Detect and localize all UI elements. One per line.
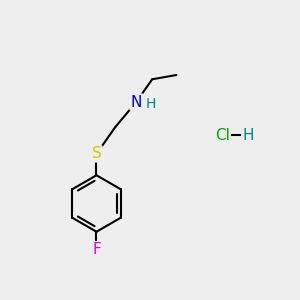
Text: Cl: Cl [215, 128, 230, 142]
Text: F: F [92, 242, 101, 257]
Text: H: H [145, 97, 156, 110]
Text: S: S [92, 146, 101, 161]
Text: H: H [242, 128, 254, 142]
Text: N: N [130, 94, 142, 110]
